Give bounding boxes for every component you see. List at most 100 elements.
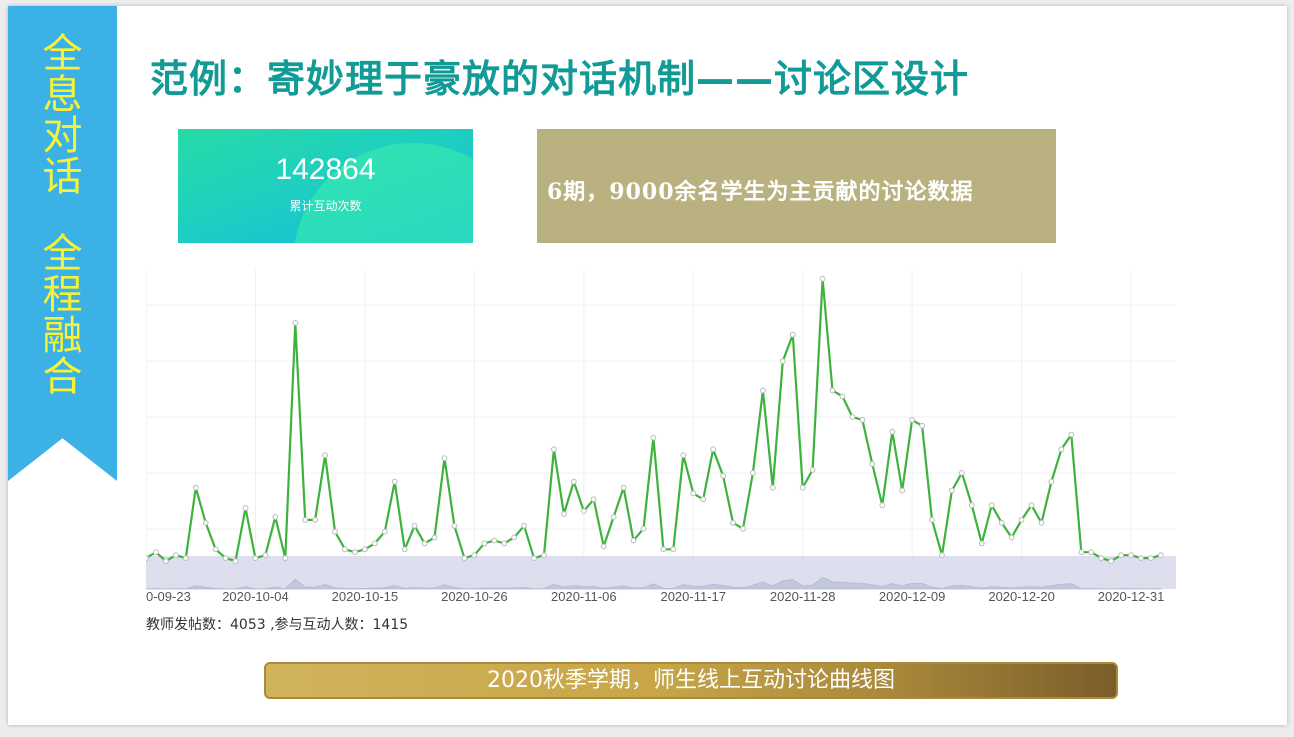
data-point xyxy=(471,552,478,559)
page-title: 范例：寄妙理于豪放的对话机制——讨论区设计 xyxy=(150,57,970,101)
data-point xyxy=(720,472,726,479)
data-point xyxy=(182,555,189,562)
data-point xyxy=(1108,558,1114,565)
x-tick-label: 2020-10-26 xyxy=(441,589,508,604)
data-point xyxy=(381,528,388,535)
data-point xyxy=(152,549,159,556)
data-point xyxy=(561,511,567,517)
data-point xyxy=(610,514,617,520)
data-point xyxy=(146,555,149,561)
data-point xyxy=(481,540,488,547)
data-point xyxy=(760,387,766,394)
chart-footnote: 教师发帖数：4053 ,参与互动人数：1415 xyxy=(146,617,409,633)
data-point xyxy=(1038,519,1045,526)
x-tick-label: 2020-12-09 xyxy=(879,589,946,604)
data-point xyxy=(242,505,249,512)
data-point xyxy=(998,519,1005,526)
data-point xyxy=(362,546,368,553)
data-point xyxy=(451,522,458,529)
sidebar-char: 话 xyxy=(42,154,83,200)
x-tick-label: 2020-10-15 xyxy=(332,589,399,604)
data-point xyxy=(541,552,547,559)
data-point xyxy=(172,552,179,559)
data-point xyxy=(580,508,587,515)
data-point xyxy=(919,422,925,429)
data-point xyxy=(929,517,935,523)
data-point xyxy=(441,455,448,462)
data-point xyxy=(461,555,468,562)
data-point xyxy=(968,502,975,509)
x-tick-label: 2020-11-28 xyxy=(770,589,836,604)
sidebar-char: 全 xyxy=(42,31,83,77)
data-point xyxy=(232,558,239,565)
data-point xyxy=(640,525,647,532)
data-point xyxy=(342,546,348,553)
x-tick-label: 2020-11-06 xyxy=(551,589,617,604)
data-point xyxy=(690,490,697,497)
data-point xyxy=(899,487,906,494)
data-point xyxy=(799,484,806,491)
data-point xyxy=(391,478,398,485)
data-point xyxy=(819,275,826,282)
data-point xyxy=(302,517,309,523)
data-point xyxy=(700,496,707,503)
data-point xyxy=(710,446,716,453)
data-point xyxy=(312,517,319,523)
data-point xyxy=(939,552,945,559)
data-point xyxy=(978,540,985,547)
data-point xyxy=(660,546,667,553)
data-point xyxy=(879,502,886,509)
data-point xyxy=(521,522,528,529)
data-point xyxy=(531,555,537,562)
data-point xyxy=(1028,502,1035,509)
zoom-slider xyxy=(146,556,1176,589)
x-tick-label: 2020-12-31 xyxy=(1098,589,1165,604)
data-point xyxy=(889,428,896,435)
data-point xyxy=(252,555,259,562)
data-point xyxy=(650,434,657,441)
data-point xyxy=(272,514,279,520)
data-point xyxy=(262,552,269,559)
data-point xyxy=(829,387,836,394)
interaction-line-chart: 0-09-23 2020-10-04 2020-10-15 2020-10-26 202… xyxy=(146,270,1176,604)
stat-value: 142864 xyxy=(275,153,376,186)
data-point xyxy=(371,540,378,547)
series-line xyxy=(146,277,1162,563)
caption-banner: 2020秋季学期，师生线上互动讨论曲线图 xyxy=(264,662,1118,699)
data-point xyxy=(401,546,408,553)
data-point xyxy=(1068,431,1075,438)
data-point xyxy=(192,484,199,491)
data-point xyxy=(1018,517,1025,523)
data-point xyxy=(1158,552,1164,559)
data-point xyxy=(352,549,358,556)
x-tick-label: 0-09-23 xyxy=(146,589,191,604)
data-point xyxy=(222,555,229,562)
data-point xyxy=(322,452,329,459)
data-point xyxy=(411,522,418,529)
data-point xyxy=(909,417,915,423)
x-tick-label: 2020-12-20 xyxy=(988,589,1055,604)
data-point xyxy=(1118,552,1124,559)
sidebar-char: 融 xyxy=(42,313,83,359)
data-point xyxy=(949,487,955,494)
data-point xyxy=(809,467,816,473)
sidebar-text: 全 息 对 话 全 程 融 合 xyxy=(8,34,117,398)
data-point xyxy=(1008,534,1015,541)
data-point xyxy=(282,555,289,562)
data-point xyxy=(630,537,637,544)
data-point xyxy=(421,540,428,547)
data-point xyxy=(600,543,607,550)
data-point xyxy=(1148,555,1154,562)
slider-preview xyxy=(146,576,1162,590)
data-point xyxy=(163,558,169,565)
sidebar-char: 合 xyxy=(42,354,83,400)
data-point xyxy=(959,470,965,476)
slide: 全 息 对 话 全 程 融 合 范例：寄妙理于豪放的对话机制——讨论区设计 14… xyxy=(8,6,1287,725)
data-point xyxy=(839,393,846,400)
x-tick-label: 2020-11-17 xyxy=(660,589,726,604)
data-point xyxy=(431,534,438,541)
data-point xyxy=(750,470,756,476)
data-point xyxy=(740,525,746,532)
data-point xyxy=(680,452,687,459)
data-point xyxy=(570,478,577,485)
